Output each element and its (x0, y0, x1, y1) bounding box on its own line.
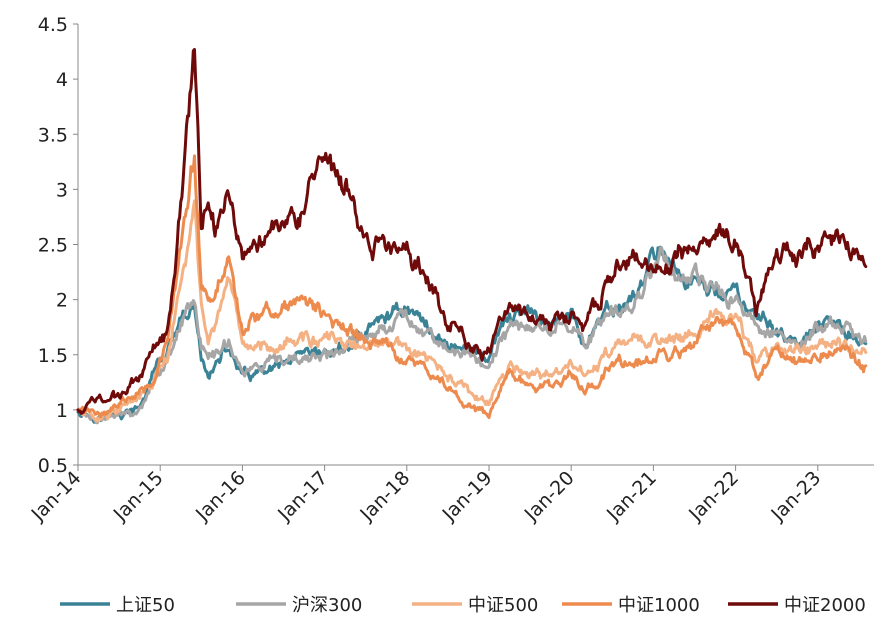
x-tick-label: Jan-23 (766, 467, 825, 526)
y-tick-label: 1 (56, 400, 68, 422)
legend-label: 上证50 (116, 595, 175, 616)
legend: 上证50 沪深300 中证500 中证1000 中证2000 (60, 595, 866, 616)
x-tick-label: Jan-17 (273, 467, 332, 526)
x-tick-label: Jan-21 (602, 467, 661, 526)
series-lines (76, 48, 868, 425)
x-tick-label: Jan-22 (684, 467, 743, 526)
y-tick-label: 1.5 (38, 345, 68, 367)
x-tick-label: Jan-18 (355, 467, 414, 526)
legend-label: 中证1000 (618, 595, 700, 616)
legend-label: 沪深300 (292, 595, 362, 616)
x-tick-label: Jan-19 (438, 467, 497, 526)
y-tick-label: 3 (56, 179, 68, 201)
y-tick-label: 3.5 (38, 124, 68, 146)
x-tick-label: Jan-20 (520, 467, 579, 526)
y-tick-label: 0.5 (38, 455, 68, 477)
x-tick-label: Jan-15 (109, 467, 168, 526)
y-tick-label: 2 (56, 290, 68, 312)
x-tick-label: Jan-16 (191, 467, 250, 526)
y-tick-label: 2.5 (38, 235, 68, 257)
series-line (76, 154, 868, 420)
legend-label: 中证500 (468, 595, 538, 616)
series-line (76, 48, 868, 415)
legend-label: 中证2000 (784, 595, 866, 616)
series-line (76, 246, 868, 425)
y-tick-label: 4.5 (38, 14, 68, 36)
y-tick-label: 4 (56, 69, 68, 91)
series-line (76, 199, 868, 423)
